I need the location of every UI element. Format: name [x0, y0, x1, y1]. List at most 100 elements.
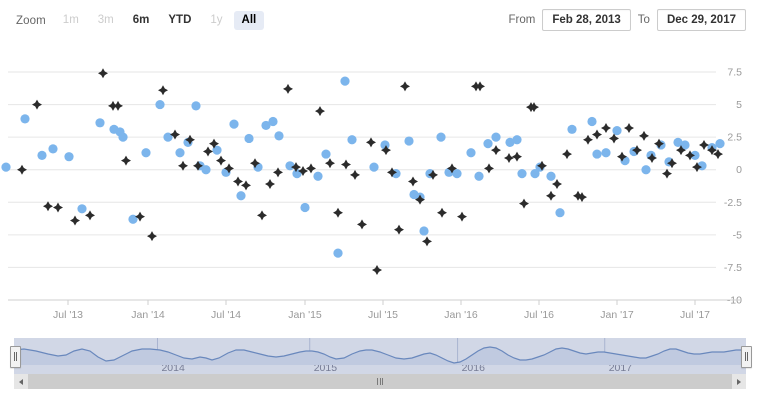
navigator-left-handle[interactable] [10, 346, 21, 368]
data-point[interactable] [662, 168, 672, 179]
data-point[interactable] [685, 150, 695, 161]
data-point[interactable] [350, 169, 360, 180]
data-point[interactable] [141, 148, 151, 158]
data-point[interactable] [641, 165, 651, 175]
data-point[interactable] [422, 236, 432, 247]
data-point[interactable] [229, 119, 239, 129]
data-point[interactable] [325, 158, 335, 169]
navigator-selection-mask[interactable] [14, 338, 746, 374]
data-point[interactable] [567, 124, 577, 134]
data-point[interactable] [676, 145, 686, 156]
data-point[interactable] [491, 145, 501, 156]
data-point[interactable] [366, 137, 376, 148]
data-point[interactable] [37, 150, 47, 160]
data-point[interactable] [552, 179, 562, 190]
data-point[interactable] [372, 265, 382, 276]
range-button-all[interactable]: All [233, 11, 265, 30]
data-point[interactable] [546, 190, 556, 201]
data-point[interactable] [483, 139, 493, 149]
data-point[interactable] [512, 135, 522, 145]
data-point[interactable] [20, 114, 30, 124]
data-point[interactable] [147, 231, 157, 242]
from-date-input[interactable]: Feb 28, 2013 [542, 9, 631, 31]
data-point[interactable] [632, 145, 642, 156]
data-point[interactable] [209, 138, 219, 149]
data-point[interactable] [692, 162, 702, 173]
data-point[interactable] [313, 171, 323, 181]
data-point[interactable] [587, 116, 597, 127]
data-point[interactable] [474, 171, 484, 181]
data-point[interactable] [555, 208, 565, 218]
data-point[interactable] [537, 160, 547, 171]
data-point[interactable] [394, 224, 404, 235]
data-point[interactable] [617, 151, 627, 162]
data-point[interactable] [185, 134, 195, 145]
data-point[interactable] [415, 194, 425, 205]
data-point[interactable] [155, 99, 165, 110]
scrollbar-left-arrow-button[interactable] [14, 374, 28, 389]
data-point[interactable] [291, 162, 301, 173]
range-button-1m[interactable]: 1m [55, 11, 87, 30]
scatter-plot-area[interactable]: 7.5 5 2.5 0 -2.5 -5 -7.5 -10 Jul '13 Jan '14 Jul '… [0, 40, 760, 325]
data-point[interactable] [475, 81, 485, 92]
data-point[interactable] [283, 83, 293, 94]
data-point[interactable] [193, 160, 203, 171]
data-point[interactable] [163, 132, 173, 142]
data-point[interactable] [452, 169, 462, 179]
data-point[interactable] [654, 138, 664, 149]
data-point[interactable] [98, 68, 108, 79]
data-point[interactable] [315, 106, 325, 117]
range-button-6m[interactable]: 6m [125, 11, 158, 30]
data-point[interactable] [601, 148, 611, 158]
range-button-1y[interactable]: 1y [202, 11, 230, 30]
data-point[interactable] [321, 149, 331, 159]
data-point[interactable] [369, 162, 379, 172]
data-point[interactable] [504, 152, 514, 163]
data-point[interactable] [261, 120, 271, 131]
data-point[interactable] [699, 139, 709, 150]
data-point[interactable] [118, 132, 128, 142]
data-point[interactable] [121, 155, 131, 166]
data-point[interactable] [265, 179, 275, 190]
navigator[interactable]: 2014 2015 2016 2017 [0, 338, 760, 374]
data-point[interactable] [17, 164, 27, 175]
data-point[interactable] [257, 210, 267, 221]
data-point[interactable] [400, 81, 410, 92]
data-point[interactable] [135, 211, 145, 222]
data-point[interactable] [573, 190, 583, 201]
data-point[interactable] [85, 210, 95, 221]
range-button-ytd[interactable]: YTD [160, 11, 199, 30]
data-point[interactable] [609, 133, 619, 144]
data-point[interactable] [667, 158, 677, 169]
data-point[interactable] [624, 123, 634, 134]
data-point[interactable] [436, 132, 446, 142]
navigator-body[interactable]: 2014 2015 2016 2017 [10, 338, 752, 374]
data-point[interactable] [713, 149, 723, 160]
data-point[interactable] [48, 144, 58, 154]
data-point[interactable] [250, 158, 260, 169]
to-date-input[interactable]: Dec 29, 2017 [656, 9, 746, 31]
data-point[interactable] [601, 123, 611, 134]
data-point[interactable] [300, 202, 310, 213]
data-point[interactable] [244, 133, 254, 144]
data-point[interactable] [529, 102, 539, 113]
scrollbar-right-arrow-button[interactable] [732, 374, 746, 389]
data-point[interactable] [53, 202, 63, 213]
data-point[interactable] [512, 151, 522, 162]
data-point[interactable] [128, 214, 138, 224]
data-point[interactable] [592, 129, 602, 140]
data-point[interactable] [612, 126, 622, 136]
data-point[interactable] [32, 99, 42, 110]
data-point[interactable] [233, 176, 243, 187]
data-point[interactable] [158, 85, 168, 96]
data-point[interactable] [241, 180, 251, 191]
data-point[interactable] [273, 167, 283, 178]
data-point[interactable] [216, 155, 226, 166]
horizontal-scrollbar[interactable] [14, 374, 746, 389]
data-point[interactable] [408, 176, 418, 187]
data-point[interactable] [306, 163, 316, 174]
data-point[interactable] [404, 136, 414, 146]
data-point[interactable] [546, 171, 556, 181]
scrollbar-thumb[interactable] [28, 374, 732, 389]
data-point[interactable] [592, 149, 602, 159]
